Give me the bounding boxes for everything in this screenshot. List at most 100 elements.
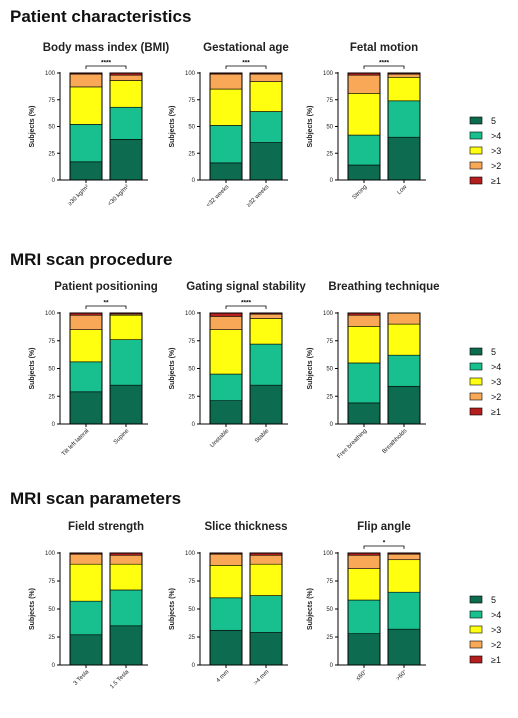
y-tick-label: 75: [326, 98, 333, 104]
bar-segment: [249, 81, 283, 112]
bar-segment: [209, 88, 243, 126]
y-tick-label: 25: [48, 394, 55, 400]
x-tick-label: Strong: [352, 184, 369, 201]
bar-segment: [347, 554, 381, 569]
bar-segment: [209, 329, 243, 375]
y-tick-label: 25: [48, 151, 55, 157]
y-tick-label: 0: [52, 178, 56, 184]
y-axis-label: Subjects (%): [169, 105, 176, 147]
x-tick-label: Unstable: [209, 428, 230, 449]
chart-panel: Flip angle Subjects (%) 0 25 50 75 100 ≤60° >60°…: [307, 521, 426, 682]
x-tick-label: Low: [396, 184, 408, 196]
bar-segment: [347, 164, 381, 181]
bar-segment: [69, 73, 103, 88]
bar-segment: [387, 591, 421, 630]
legend-swatch: [469, 347, 483, 356]
legend-swatch: [469, 377, 483, 386]
y-tick-label: 100: [45, 71, 56, 77]
significance-bracket: [225, 65, 267, 69]
y-tick-label: 75: [326, 579, 333, 585]
y-tick-label: 50: [188, 607, 195, 613]
y-tick-label: 0: [52, 422, 56, 428]
bar-segment: [109, 139, 143, 181]
legend-label: 5: [491, 116, 496, 126]
y-tick-label: 75: [48, 579, 55, 585]
bar-segment: [249, 554, 283, 565]
legend: 5 >4 >3 >2 ≥1: [469, 595, 501, 665]
chart-panel: Gestational age Subjects (%) 0 25 50 75 100 <32…: [169, 42, 289, 209]
bar-segment: [249, 343, 283, 386]
y-axis-label: Subjects (%): [29, 347, 36, 389]
legend-label: >3: [491, 377, 501, 387]
bar-segment: [209, 316, 243, 330]
legend: 5 >4 >3 >2 ≥1: [469, 116, 501, 186]
bar-segment: [69, 600, 103, 636]
bar-segment: [109, 625, 143, 666]
legend-label: >2: [491, 161, 501, 171]
legend-swatch: [469, 161, 483, 170]
significance-bracket: [363, 65, 405, 69]
significance-bracket: [85, 305, 127, 309]
y-tick-label: 100: [185, 551, 196, 557]
y-tick-label: 25: [188, 635, 195, 641]
legend-swatch: [469, 655, 483, 664]
bar-segment: [387, 100, 421, 138]
y-tick-label: 50: [48, 125, 55, 131]
x-tick-label: <32 weeks: [206, 184, 231, 209]
y-tick-label: 25: [188, 394, 195, 400]
y-tick-label: 100: [323, 551, 334, 557]
significance-marker: **: [103, 300, 109, 307]
y-tick-label: 25: [188, 151, 195, 157]
significance-marker: ****: [101, 60, 112, 67]
bar-segment: [109, 339, 143, 386]
x-tick-label: ≤60°: [355, 669, 368, 682]
chart-title: Body mass index (BMI): [43, 42, 170, 54]
x-tick-label: 1.5 Tesla: [109, 669, 131, 691]
y-tick-label: 0: [52, 663, 56, 669]
y-tick-label: 50: [188, 125, 195, 131]
y-tick-label: 50: [48, 367, 55, 373]
x-tick-label: Supine: [113, 428, 131, 446]
y-tick-label: 100: [323, 71, 334, 77]
bar-segment: [347, 314, 381, 327]
bar-segment: [347, 134, 381, 166]
y-tick-label: 75: [188, 579, 195, 585]
y-tick-label: 100: [45, 551, 56, 557]
bar-segment: [249, 73, 283, 82]
y-axis-label: Subjects (%): [169, 347, 176, 389]
y-tick-label: 50: [326, 125, 333, 131]
significance-marker: ****: [379, 60, 390, 67]
x-tick-label: Tilt left lateral: [61, 428, 90, 457]
bar-segment: [387, 136, 421, 181]
bar-segment: [209, 73, 243, 90]
bar-segment: [69, 391, 103, 425]
x-tick-label: 3 Tesla: [73, 669, 91, 687]
significance-marker: *: [383, 540, 386, 547]
chart-title: Breathing technique: [328, 281, 439, 293]
bar-segment: [209, 629, 243, 666]
legend-swatch: [469, 392, 483, 401]
y-tick-label: 75: [188, 339, 195, 345]
y-tick-label: 0: [192, 663, 196, 669]
legend-label: >3: [491, 625, 501, 635]
legend-label: 5: [491, 347, 496, 357]
y-tick-label: 25: [326, 635, 333, 641]
section-title: MRI scan parameters: [10, 489, 181, 508]
bar-segment: [209, 553, 243, 566]
bar-segment: [69, 361, 103, 393]
bar-segment: [109, 314, 143, 340]
legend-swatch: [469, 640, 483, 649]
y-tick-label: 50: [326, 367, 333, 373]
y-axis-label: Subjects (%): [169, 588, 176, 630]
legend-swatch: [469, 407, 483, 416]
bar-segment: [209, 565, 243, 599]
legend-swatch: [469, 146, 483, 155]
bar-segment: [69, 329, 103, 363]
y-axis-label: Subjects (%): [307, 588, 314, 630]
bar-segment: [109, 554, 143, 565]
bar-segment: [209, 162, 243, 181]
y-tick-label: 100: [185, 71, 196, 77]
significance-marker: ****: [241, 300, 252, 307]
